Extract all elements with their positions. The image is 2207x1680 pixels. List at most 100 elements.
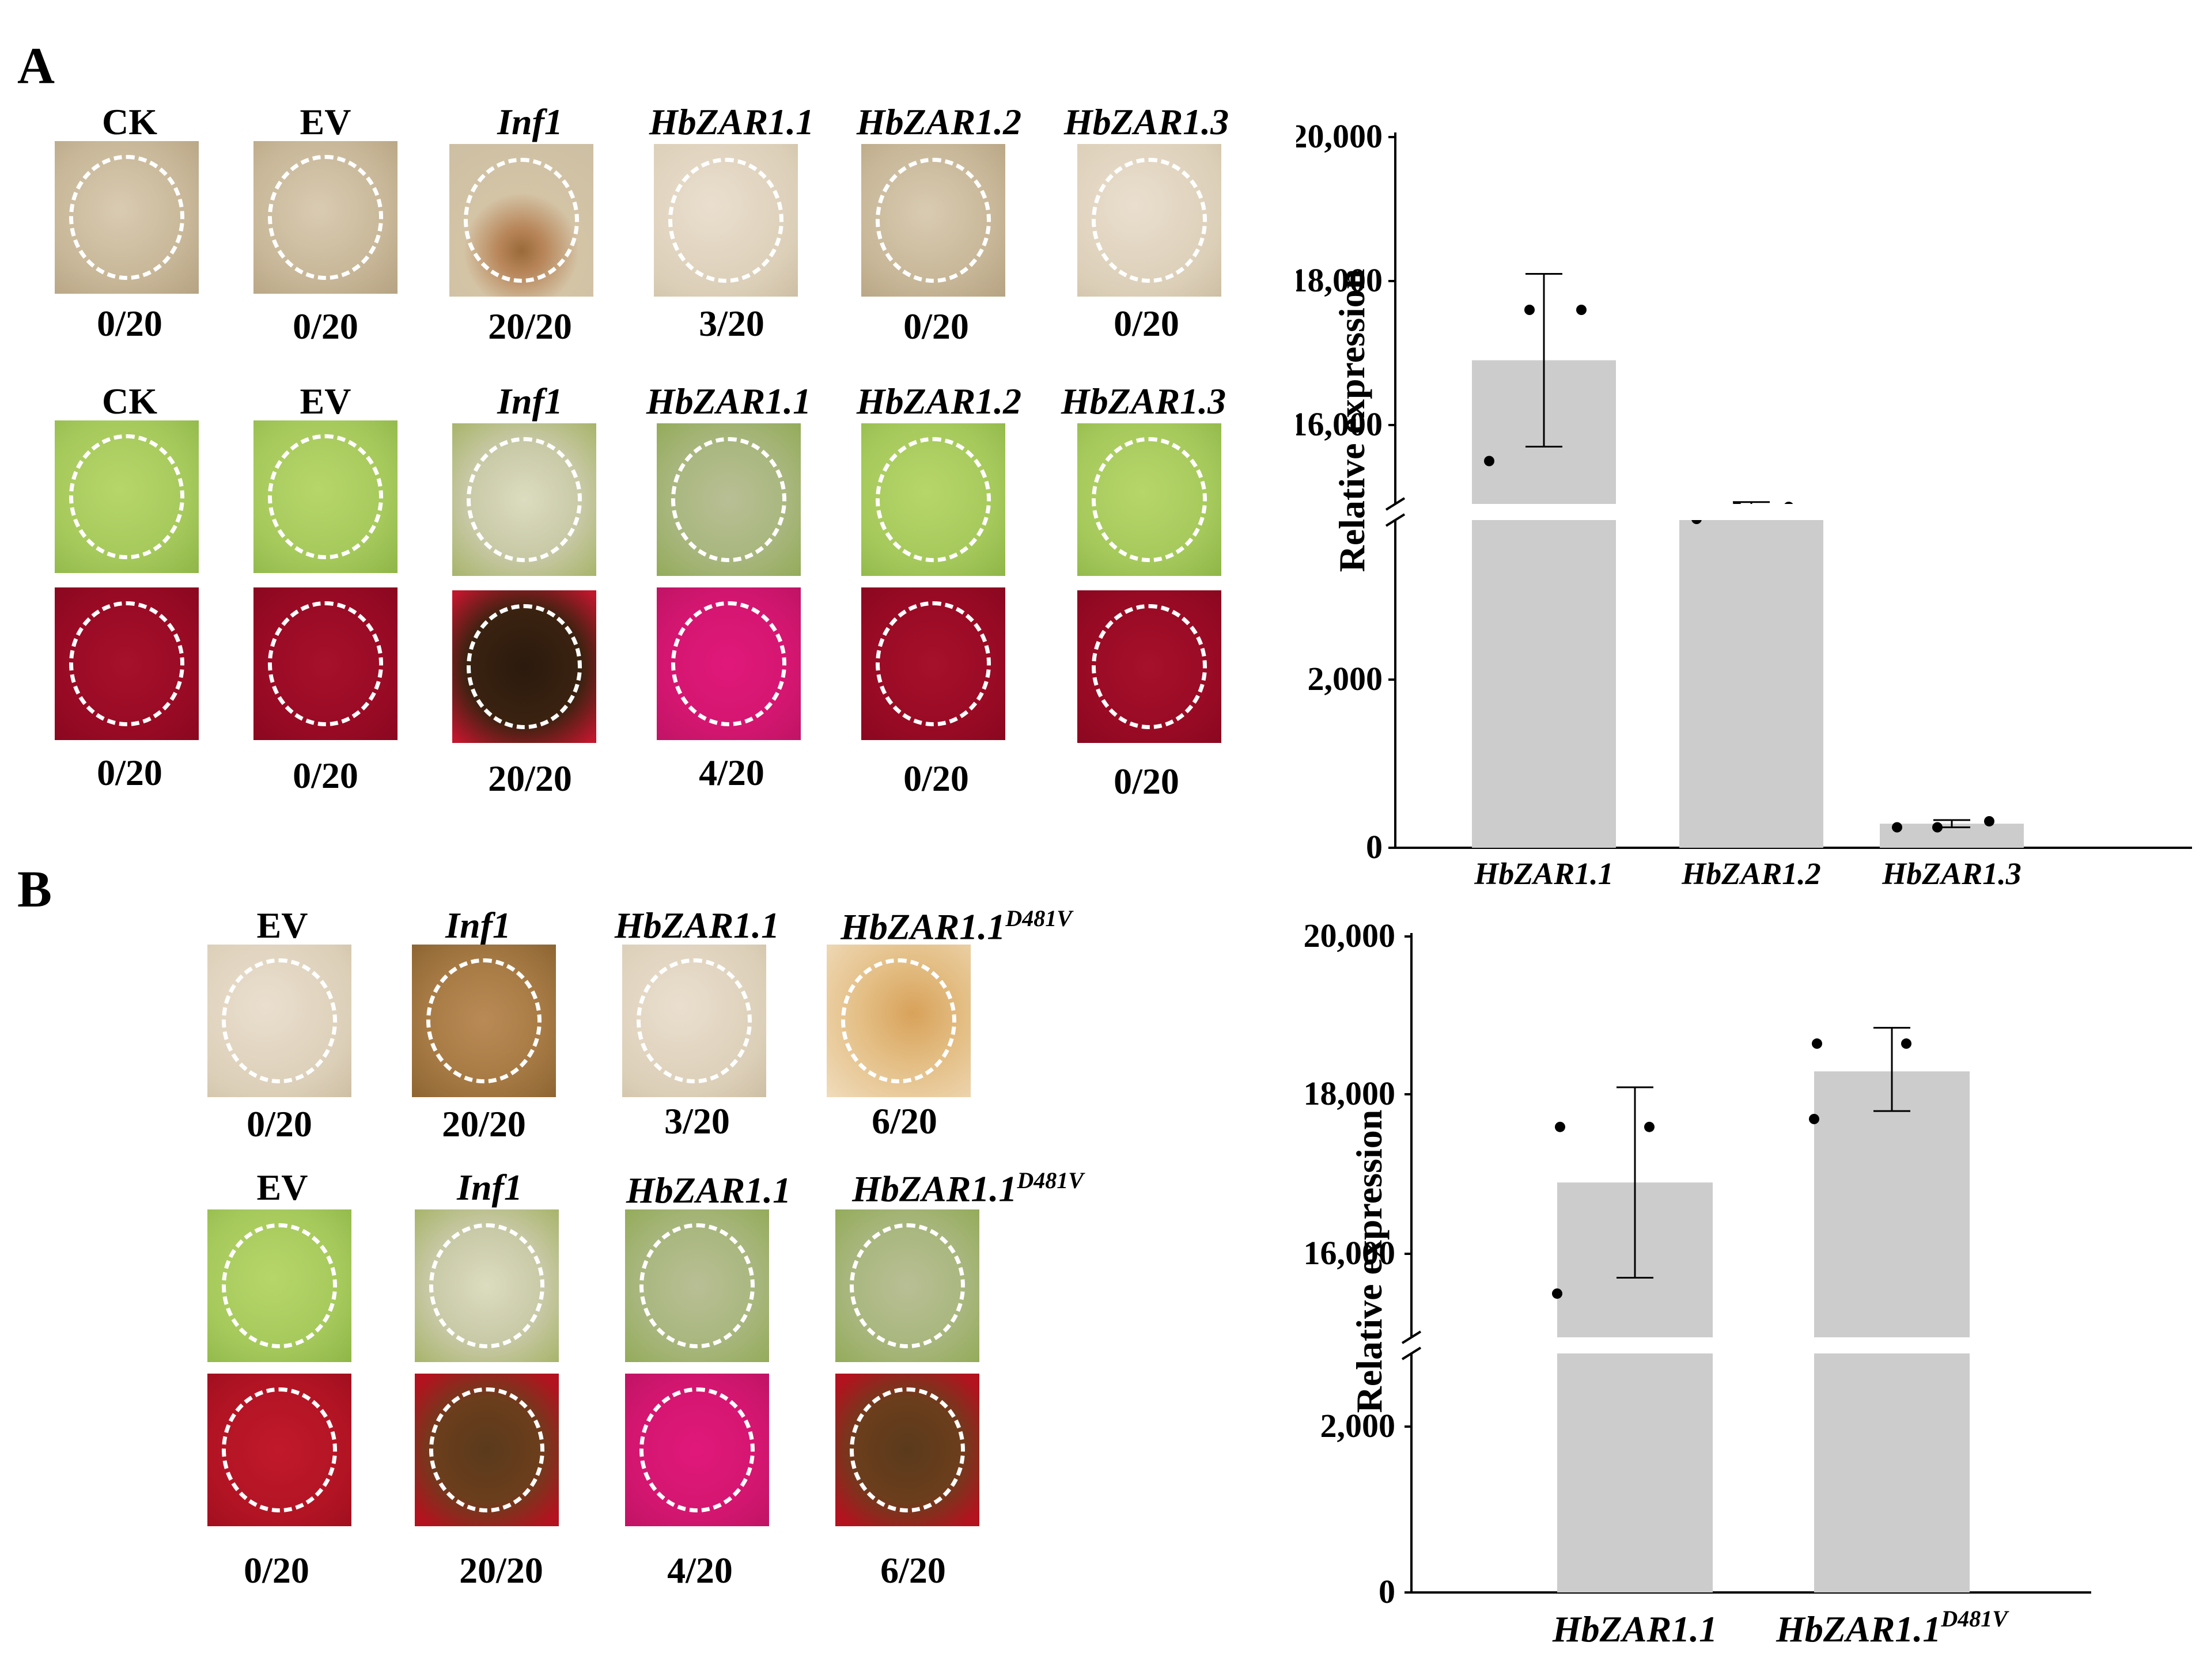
panel-a-row1-header: HbZAR1.3 (1063, 101, 1229, 142)
panel-a-row2-count: 0/20 (903, 758, 969, 799)
axis-break-mark (1401, 1330, 1422, 1344)
uv-fluorescence-leaf-image (452, 590, 596, 743)
y-tick-label: 0 (1366, 828, 1383, 866)
axis-break-mark (1385, 497, 1406, 511)
y-tick-label: 2,000 (1308, 660, 1383, 697)
panel-b-row1-count: 20/20 (442, 1103, 526, 1144)
y-axis-label: Relative expression (1349, 1110, 1390, 1413)
x-category-label: HbZAR1.2 (1681, 856, 1821, 891)
panel-a-row1-count: 3/20 (699, 303, 764, 344)
panel-b-row2-count: 4/20 (667, 1550, 733, 1591)
bar (1814, 1071, 1970, 1592)
axis-break-mark (1401, 1347, 1422, 1360)
brightfield-leaf-image (1077, 423, 1221, 576)
x-category-label: HbZAR1.3 (1882, 856, 2021, 891)
uv-fluorescence-leaf-image (253, 587, 398, 740)
panel-b-row1-header: HbZAR1.1D481V (807, 907, 1106, 945)
panel-a-row2-header: CK (102, 381, 157, 422)
dab-stained-leaf-image (253, 141, 398, 294)
data-point (1576, 305, 1587, 315)
error-bar (1617, 1086, 1653, 1279)
bar (1679, 510, 1823, 848)
brightfield-leaf-image (207, 1209, 351, 1362)
panel-a-row1-count: 0/20 (293, 306, 358, 347)
dab-stained-leaf-image (207, 945, 351, 1097)
data-point (1932, 822, 1943, 833)
data-point (1984, 816, 1994, 826)
panel-b-row2-header: EV (256, 1167, 308, 1208)
brightfield-leaf-image (253, 420, 398, 573)
y-tick-label: 0 (1379, 1573, 1395, 1610)
dab-stained-leaf-image (55, 141, 199, 294)
panel-b-row2-count: 6/20 (880, 1550, 946, 1591)
panel-a-row2-header: EV (300, 381, 351, 422)
panel-a-row2-header: HbZAR1.2 (856, 381, 1022, 422)
uv-fluorescence-leaf-image (861, 587, 1005, 740)
uv-fluorescence-leaf-image (657, 587, 801, 740)
panel-a-row2-count: 4/20 (699, 752, 764, 793)
panel-b-row1-count: 6/20 (872, 1101, 937, 1142)
uv-fluorescence-leaf-image (415, 1374, 559, 1526)
axis-break-gap (1400, 1337, 2091, 1353)
data-point (1812, 1038, 1822, 1049)
y-tick-label: 20,000 (1296, 117, 1383, 155)
panel-a-row2-header: HbZAR1.1 (646, 381, 812, 422)
x-category-label: HbZAR1.1 (1474, 856, 1614, 891)
dab-stained-leaf-image (449, 144, 593, 297)
panel-a-row1-count: 0/20 (97, 303, 162, 344)
panel-b-row1-count: 0/20 (247, 1103, 312, 1144)
panel-b-row2-header: Inf1 (457, 1167, 523, 1208)
panel-a-label: A (17, 37, 55, 94)
panel-b-row2-count: 0/20 (244, 1550, 309, 1591)
panel-a-row1-header: HbZAR1.2 (856, 101, 1022, 142)
panel-b-row2-count: 20/20 (459, 1550, 543, 1591)
x-category-label: HbZAR1.1D481V (1776, 1606, 2009, 1649)
y-tick-label: 16,000 (1296, 405, 1383, 443)
data-point (1555, 1121, 1565, 1132)
header-gene-text: HbZAR1.1 (852, 1168, 1017, 1209)
mutation-superscript: D481V (1017, 1167, 1084, 1193)
y-tick-label: 18,000 (1304, 1075, 1396, 1112)
y-tick-label: 16,000 (1304, 1234, 1396, 1272)
panel-b-row2-header: HbZAR1.1D481V (818, 1169, 1118, 1207)
panel-a-row1-header: CK (102, 101, 157, 142)
panel-a-row1-header: EV (300, 101, 351, 142)
panel-a-row1-count: 0/20 (1114, 303, 1179, 344)
expression-bar-chart-b: 20,000 18,000 16,000 2,000 0 Relative ex… (1304, 917, 2091, 1649)
x-category-label: HbZAR1.1 (1552, 1609, 1717, 1649)
dab-stained-leaf-image (827, 945, 971, 1097)
dab-stained-leaf-image (412, 945, 556, 1097)
panel-b-row1-header: EV (256, 905, 308, 946)
brightfield-leaf-image (452, 423, 596, 576)
uv-fluorescence-leaf-image (835, 1374, 979, 1526)
panel-b-label: B (17, 861, 52, 918)
dab-stained-leaf-image (1077, 144, 1221, 297)
mutation-superscript: D481V (1005, 905, 1072, 931)
brightfield-leaf-image (625, 1209, 769, 1362)
x-category-text: HbZAR1.1 (1552, 1609, 1717, 1649)
error-bar (1873, 1026, 1910, 1112)
y-tick-label: 18,000 (1296, 261, 1383, 299)
y-tick-label: 20,000 (1304, 917, 1396, 954)
panel-a-row2-count: 0/20 (1114, 761, 1179, 802)
panel-b-row1-header: Inf1 (445, 905, 511, 946)
data-point (1901, 1038, 1911, 1049)
brightfield-leaf-image (415, 1209, 559, 1362)
uv-fluorescence-leaf-image (1077, 590, 1221, 743)
panel-a-row2-header: Inf1 (497, 381, 563, 422)
data-point (1892, 822, 1902, 833)
data-point (1809, 1113, 1819, 1124)
panel-a-row1-count: 20/20 (488, 306, 572, 347)
panel-a-row1-count: 0/20 (903, 306, 969, 347)
dab-stained-leaf-image (622, 945, 766, 1097)
axis-break-mark (1385, 513, 1406, 527)
expression-bar-chart-a: 20,000 18,000 16,000 2,000 0 Relative ex… (1296, 117, 2192, 891)
dab-stained-leaf-image (861, 144, 1005, 297)
panel-a-row1-header: HbZAR1.1 (649, 101, 815, 142)
brightfield-leaf-image (835, 1209, 979, 1362)
data-point (1484, 456, 1494, 467)
panel-a-row2-header: HbZAR1.3 (1061, 381, 1226, 422)
brightfield-leaf-image (55, 420, 199, 573)
axis-break-gap (1383, 504, 2189, 520)
data-point (1644, 1121, 1655, 1132)
